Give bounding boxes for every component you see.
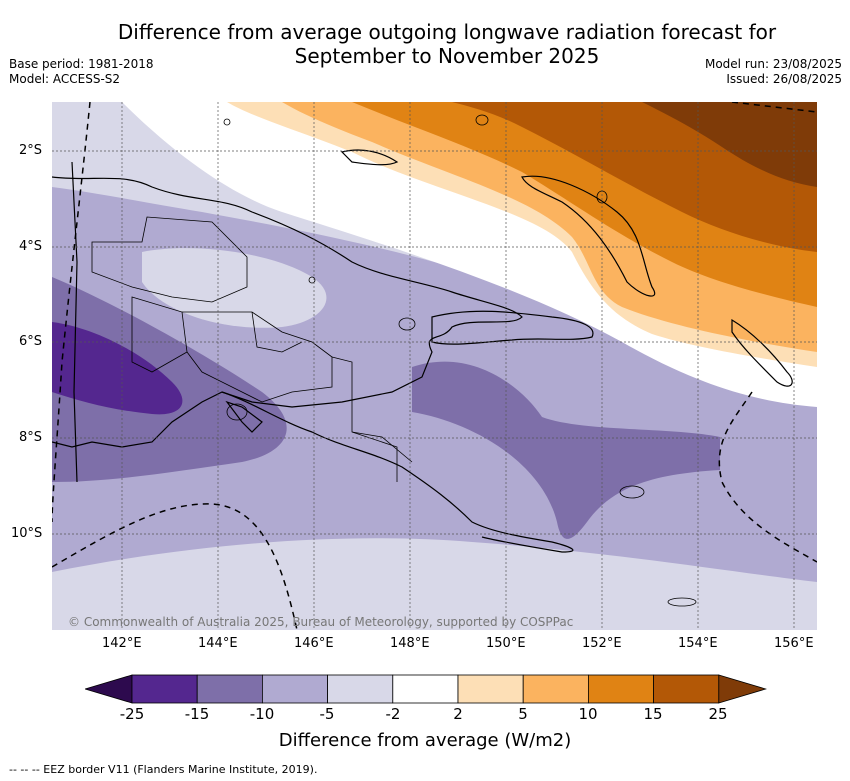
manus-coast	[340, 149, 399, 166]
graticule	[52, 102, 817, 630]
meta-left: Base period: 1981-2018 Model: ACCESS-S2	[9, 57, 154, 87]
colorbar-title: Difference from average (W/m2)	[278, 730, 572, 751]
colorbar-cell	[522, 674, 589, 704]
band-minus2-minus5-south	[52, 538, 817, 630]
issued-date: Issued: 26/08/2025	[726, 72, 842, 86]
island	[475, 114, 489, 126]
lat-label: 4°S	[19, 239, 43, 254]
lon-label: 146°E	[294, 636, 334, 651]
eez-east	[718, 391, 817, 563]
colorbar-extend-low	[85, 674, 133, 704]
colorbar-tick-label: -10	[249, 705, 275, 723]
island	[223, 118, 231, 126]
eez-borders	[52, 102, 817, 630]
colorbar-tick-label: 2	[453, 705, 463, 723]
new-guinea-coast	[52, 176, 523, 448]
colorbar-cell	[392, 674, 459, 704]
meta-right: Model run: 23/08/2025 Issued: 26/08/2025	[705, 57, 842, 87]
title-line-2: September to November 2025	[294, 44, 600, 68]
eez-south	[52, 503, 298, 630]
border-line	[71, 161, 78, 483]
island	[308, 276, 316, 284]
colorbar-cell	[261, 674, 328, 704]
colorbar-tick-label: 10	[578, 705, 598, 723]
colorbar-extend-high	[718, 674, 767, 704]
band-minus15-minus25	[52, 322, 183, 415]
colorbar-tick-label: -5	[319, 705, 335, 723]
colorbar-cell	[131, 674, 198, 704]
model-run: Model run: 23/08/2025	[704, 57, 842, 71]
new-britain-coast	[431, 310, 594, 345]
bougainville-coast	[731, 318, 793, 387]
colorbar-tick-label: -15	[184, 705, 210, 723]
colorbar-tick-label: 15	[643, 705, 663, 723]
province-border-6	[351, 431, 413, 463]
colorbar-tick-label: -2	[385, 705, 401, 723]
island	[226, 403, 248, 421]
coastlines	[52, 149, 793, 553]
eez-footnote: -- -- -- EEZ border V11 (Flanders Marine…	[9, 763, 318, 776]
colorbar-cell	[587, 674, 654, 704]
colorbar-tick-label: 5	[518, 705, 528, 723]
province-border-1	[91, 216, 248, 303]
olr-anomaly-map: © Commonwealth of Australia 2025, Bureau…	[52, 102, 817, 630]
lat-label: 2°S	[19, 143, 43, 158]
province-border-2	[131, 296, 188, 373]
small-islands	[223, 114, 697, 607]
eez-west	[52, 102, 91, 523]
colorbar-cell	[327, 674, 394, 704]
papuan-peninsula-coast	[221, 391, 574, 553]
lat-label: 8°S	[19, 430, 43, 445]
title-line-1: Difference from average outgoing longwav…	[117, 20, 777, 44]
lon-label: 156°E	[774, 636, 814, 651]
lat-label: 6°S	[19, 334, 43, 349]
eez-northeast	[731, 102, 817, 113]
province-border-4	[251, 311, 303, 353]
band-minus10-minus15-east	[412, 361, 720, 539]
lat-label: 10°S	[11, 526, 43, 541]
fly-delta	[225, 400, 263, 433]
island	[398, 317, 416, 331]
lon-label: 148°E	[390, 636, 430, 651]
lon-label: 152°E	[582, 636, 622, 651]
colorbar	[85, 674, 767, 704]
band-minus2-minus5-central	[142, 248, 327, 328]
colorbar-tick-label: -25	[119, 705, 145, 723]
model-name: Model: ACCESS-S2	[9, 72, 121, 86]
lon-label: 144°E	[198, 636, 238, 651]
colorbar-tick-label: 25	[708, 705, 728, 723]
new-ireland-coast	[521, 175, 656, 297]
base-period: Base period: 1981-2018	[9, 57, 154, 71]
island	[619, 485, 645, 499]
island	[667, 597, 697, 607]
lon-label: 154°E	[678, 636, 718, 651]
colorbar-cell	[457, 674, 524, 704]
lon-label: 142°E	[102, 636, 142, 651]
colorbar-cells	[85, 674, 767, 704]
province-border-3	[182, 311, 333, 403]
province-borders	[91, 216, 413, 482]
map-title: Difference from average outgoing longwav…	[90, 20, 804, 68]
colorbar-cell	[653, 674, 720, 704]
colorbar-cell	[196, 674, 263, 704]
copyright-text: © Commonwealth of Australia 2025, Bureau…	[68, 615, 573, 629]
lon-label: 150°E	[486, 636, 526, 651]
band-above-plus25	[642, 102, 817, 187]
